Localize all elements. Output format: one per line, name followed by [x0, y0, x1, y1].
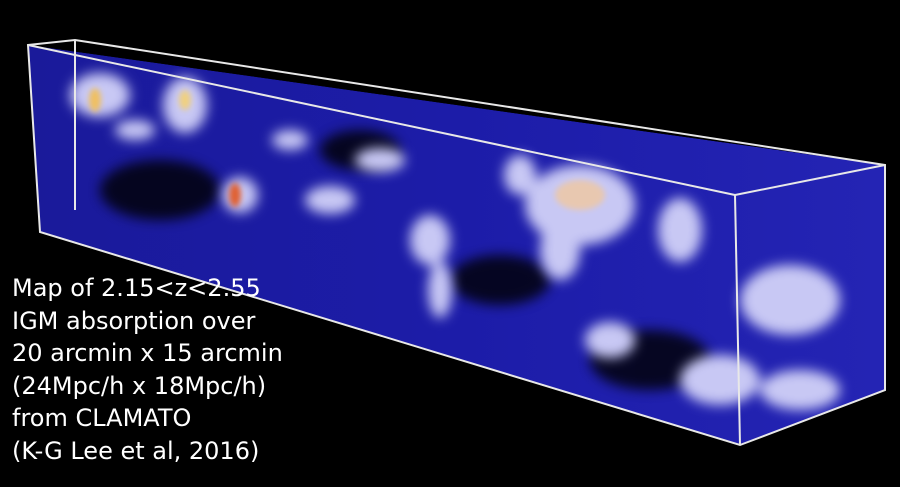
- caption-line: (K-G Lee et al, 2016): [12, 435, 283, 468]
- caption-line: IGM absorption over: [12, 305, 283, 338]
- caption-line: from CLAMATO: [12, 402, 283, 435]
- caption: Map of 2.15<z<2.55 IGM absorption over 2…: [12, 272, 283, 467]
- caption-line: Map of 2.15<z<2.55: [12, 272, 283, 305]
- caption-line: (24Mpc/h x 18Mpc/h): [12, 370, 283, 403]
- slide: Map of 2.15<z<2.55 IGM absorption over 2…: [0, 0, 900, 487]
- caption-line: 20 arcmin x 15 arcmin: [12, 337, 283, 370]
